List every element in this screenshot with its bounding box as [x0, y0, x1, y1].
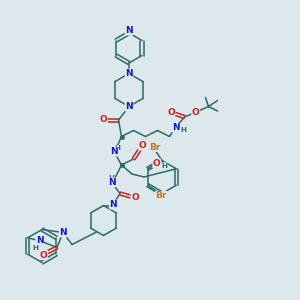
Text: O: O [192, 108, 200, 117]
Text: N: N [125, 69, 133, 78]
Text: O: O [139, 141, 146, 150]
Text: N: N [59, 228, 67, 237]
Text: N: N [108, 178, 116, 187]
Text: O: O [131, 194, 139, 202]
Text: O: O [40, 250, 47, 260]
Text: N: N [125, 102, 133, 111]
Text: Br: Br [155, 191, 167, 200]
Text: O: O [153, 159, 160, 168]
Text: O: O [167, 108, 175, 117]
Text: N: N [110, 200, 117, 209]
Text: H: H [161, 163, 167, 169]
Text: N: N [110, 147, 118, 156]
Text: N: N [36, 236, 44, 245]
Text: H: H [114, 146, 120, 152]
Text: H: H [109, 176, 115, 182]
Text: Br: Br [149, 142, 160, 152]
Text: N: N [125, 26, 133, 35]
Text: N: N [172, 123, 179, 132]
Text: H: H [32, 245, 38, 251]
Text: H: H [180, 128, 186, 134]
Text: O: O [100, 116, 107, 124]
